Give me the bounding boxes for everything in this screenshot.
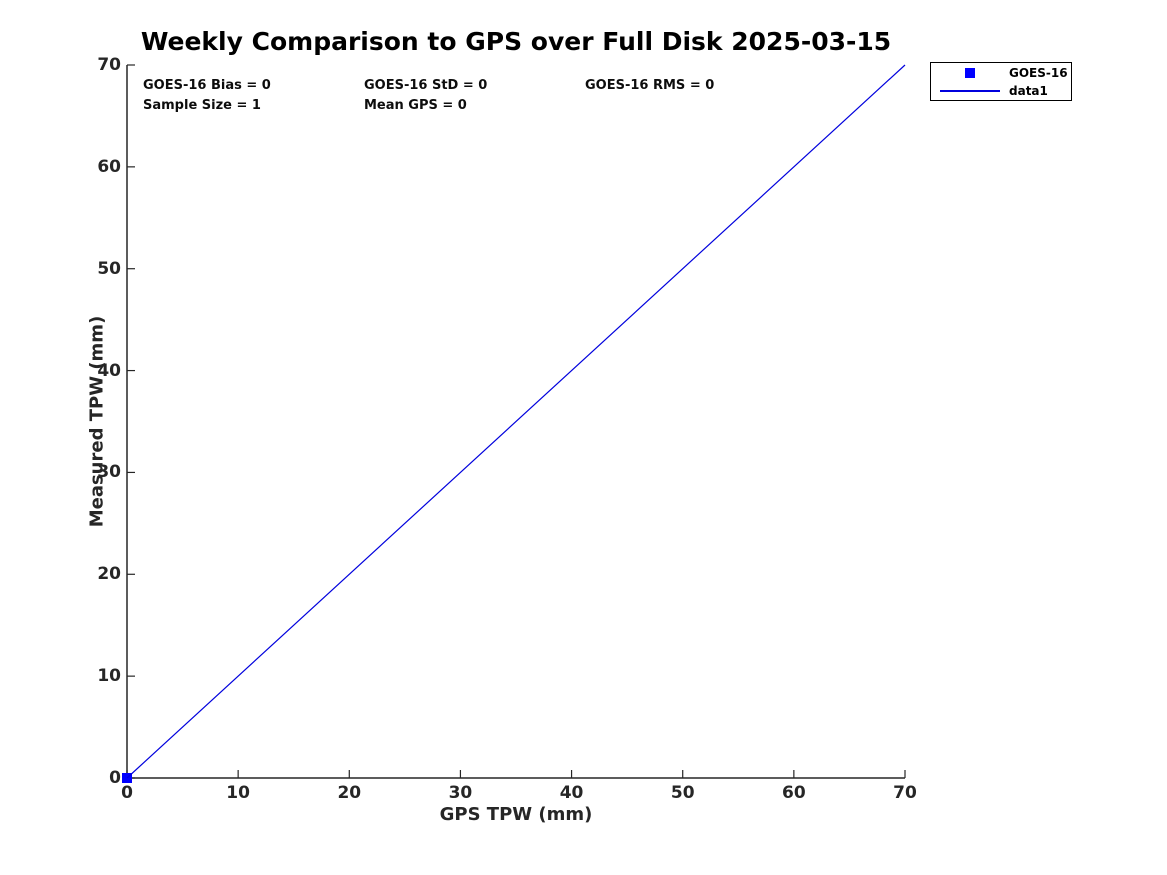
legend-label-data1: data1 <box>1009 83 1048 98</box>
x-tick-label: 10 <box>226 783 250 803</box>
x-axis-label: GPS TPW (mm) <box>439 804 593 825</box>
y-tick-label: 10 <box>97 666 121 687</box>
annotation-mean-gps: Mean GPS = 0 <box>364 98 467 113</box>
x-tick-label: 30 <box>448 783 473 803</box>
x-tick-label: 20 <box>337 783 362 803</box>
x-tick-label: 70 <box>893 783 917 803</box>
legend-label-goes16: GOES-16 <box>1009 65 1068 80</box>
y-axis-label-text: Measured TPW (mm) <box>86 315 108 528</box>
legend-line-icon <box>940 89 1000 92</box>
y-tick-label: 20 <box>97 564 121 585</box>
annotation-std: GOES-16 StD = 0 <box>364 78 488 93</box>
legend-entry-data1: data1 <box>931 83 1071 98</box>
legend-symbol-cell <box>931 67 1009 78</box>
x-tick-label: 50 <box>670 783 695 803</box>
annotation-rms: GOES-16 RMS = 0 <box>585 78 715 93</box>
y-tick-label: 30 <box>97 462 121 483</box>
legend-square-marker-icon <box>965 67 975 78</box>
y-tick-label: 60 <box>97 156 121 177</box>
y-tick-label: 40 <box>97 360 121 381</box>
y-tick-label: 0 <box>109 768 121 788</box>
chart-title: Weekly Comparison to GPS over Full Disk … <box>140 27 892 56</box>
x-tick-label: 40 <box>559 783 584 803</box>
plot-canvas <box>122 64 906 783</box>
annotation-sample-size: Sample Size = 1 <box>143 98 261 113</box>
x-tick-label: 60 <box>782 783 806 803</box>
legend: GOES-16 data1 <box>930 62 1072 101</box>
annotation-bias: GOES-16 Bias = 0 <box>143 78 271 93</box>
plot-area <box>122 64 906 783</box>
legend-entry-goes16: GOES-16 <box>931 65 1071 80</box>
legend-symbol-cell <box>931 89 1009 92</box>
y-tick-label: 50 <box>97 258 121 279</box>
series-line-data1 <box>126 64 906 779</box>
y-tick-label: 70 <box>97 55 121 75</box>
x-tick-label: 0 <box>121 783 133 803</box>
